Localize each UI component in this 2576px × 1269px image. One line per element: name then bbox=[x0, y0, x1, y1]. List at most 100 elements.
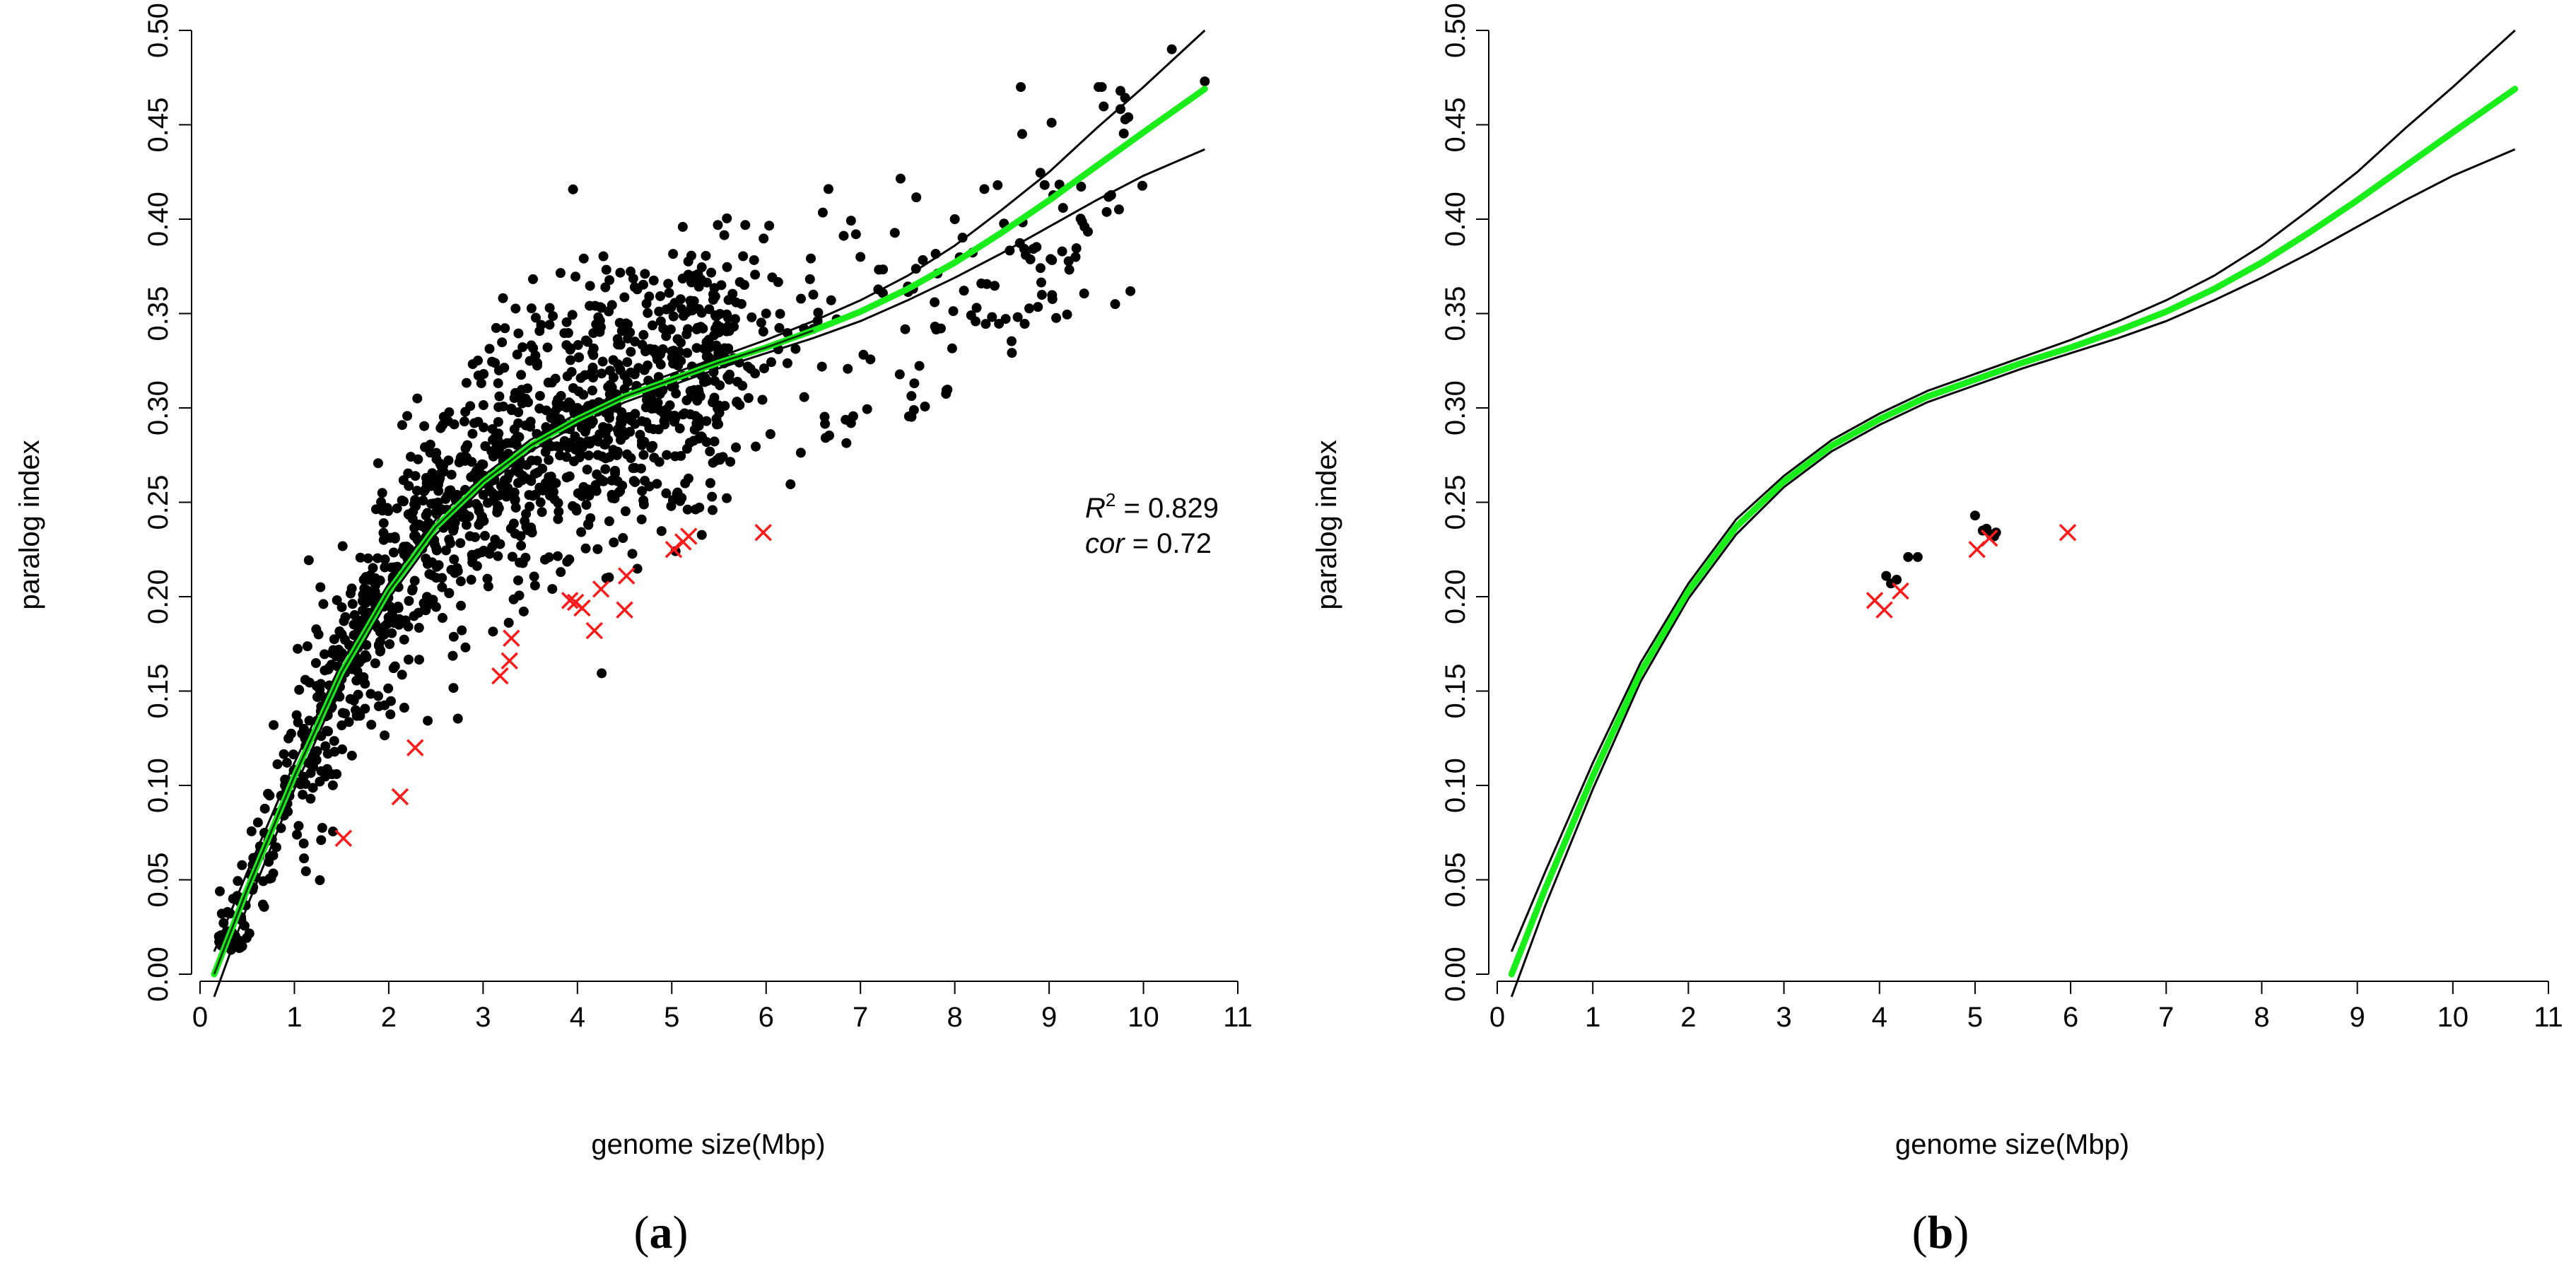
data-point bbox=[672, 489, 682, 499]
data-point bbox=[1096, 82, 1107, 93]
data-point bbox=[701, 250, 711, 261]
data-point bbox=[661, 331, 672, 341]
data-point bbox=[464, 531, 475, 542]
data-point bbox=[514, 590, 525, 601]
data-point bbox=[773, 277, 783, 288]
data-point bbox=[1912, 551, 1923, 562]
data-point bbox=[959, 286, 969, 296]
data-point bbox=[520, 552, 531, 563]
data-point bbox=[708, 457, 718, 468]
y-axis-title: paralog index bbox=[1311, 440, 1342, 609]
data-point bbox=[539, 554, 550, 565]
data-point bbox=[553, 498, 563, 508]
data-point bbox=[796, 293, 807, 304]
data-point bbox=[698, 344, 709, 354]
data-point bbox=[559, 328, 570, 339]
fit-core-line bbox=[213, 329, 814, 975]
data-point bbox=[299, 853, 310, 864]
data-point bbox=[597, 668, 607, 679]
data-point bbox=[1046, 117, 1057, 128]
data-point bbox=[315, 875, 325, 886]
data-point bbox=[365, 689, 376, 699]
data-point bbox=[692, 322, 703, 333]
data-point bbox=[472, 355, 483, 366]
data-point bbox=[599, 439, 609, 450]
data-point bbox=[643, 308, 653, 318]
data-point bbox=[900, 324, 911, 334]
data-point bbox=[450, 517, 460, 527]
data-point bbox=[764, 221, 775, 231]
data-point bbox=[732, 377, 743, 387]
data-point bbox=[704, 304, 715, 315]
data-point bbox=[484, 344, 495, 354]
data-point bbox=[526, 303, 537, 314]
data-point bbox=[435, 460, 446, 471]
data-point bbox=[460, 642, 471, 653]
outlier-marker bbox=[406, 739, 424, 756]
data-point bbox=[329, 736, 339, 747]
data-point bbox=[641, 298, 652, 309]
data-point bbox=[641, 417, 652, 428]
data-point bbox=[286, 728, 296, 739]
data-point bbox=[600, 453, 611, 464]
data-point bbox=[337, 541, 348, 551]
data-point bbox=[587, 365, 598, 375]
y-tick-label: 0.00 bbox=[143, 947, 174, 1002]
data-point bbox=[682, 504, 693, 515]
data-point bbox=[766, 357, 776, 368]
data-point bbox=[358, 672, 369, 682]
data-point bbox=[327, 648, 337, 659]
data-point bbox=[906, 411, 917, 422]
data-point bbox=[713, 347, 724, 358]
data-point bbox=[1892, 574, 1902, 585]
data-point bbox=[609, 537, 619, 548]
data-point bbox=[655, 291, 665, 301]
data-point bbox=[699, 377, 710, 387]
data-point bbox=[714, 407, 725, 418]
data-point bbox=[616, 326, 627, 337]
data-point bbox=[690, 504, 701, 515]
y-tick-label: 0.05 bbox=[1440, 853, 1471, 908]
data-point bbox=[385, 696, 396, 706]
data-point bbox=[383, 505, 394, 516]
data-point bbox=[318, 767, 329, 778]
data-point bbox=[819, 411, 830, 422]
data-point bbox=[823, 184, 833, 194]
data-point bbox=[565, 355, 575, 366]
x-tick-label: 8 bbox=[2254, 1002, 2269, 1033]
data-point bbox=[906, 391, 917, 402]
data-point bbox=[383, 683, 394, 694]
data-point bbox=[351, 710, 362, 721]
data-point bbox=[305, 793, 316, 804]
data-point bbox=[683, 256, 693, 267]
data-point bbox=[1137, 180, 1147, 191]
data-point bbox=[461, 520, 472, 530]
data-point bbox=[650, 403, 660, 414]
data-point bbox=[566, 343, 576, 353]
data-point bbox=[541, 405, 551, 416]
data-point bbox=[358, 605, 368, 616]
data-point bbox=[411, 501, 421, 511]
data-point bbox=[681, 395, 692, 406]
data-point bbox=[855, 252, 866, 262]
data-point bbox=[473, 416, 484, 427]
data-point bbox=[1200, 76, 1210, 87]
data-point bbox=[707, 491, 718, 502]
data-point bbox=[982, 279, 993, 289]
data-point bbox=[493, 551, 503, 561]
x-tick-label: 10 bbox=[2437, 1002, 2469, 1033]
x-tick-label: 3 bbox=[1776, 1002, 1791, 1033]
data-point bbox=[419, 421, 430, 431]
data-point bbox=[620, 506, 631, 517]
data-point bbox=[638, 450, 649, 460]
data-point bbox=[648, 275, 659, 286]
data-point bbox=[527, 274, 538, 284]
data-point bbox=[745, 363, 756, 374]
y-tick-label: 0.50 bbox=[1440, 3, 1471, 58]
data-point bbox=[677, 221, 688, 232]
data-point bbox=[467, 554, 478, 564]
data-point bbox=[431, 545, 442, 556]
data-point bbox=[761, 308, 771, 319]
data-point bbox=[759, 363, 769, 374]
data-point bbox=[448, 683, 459, 694]
